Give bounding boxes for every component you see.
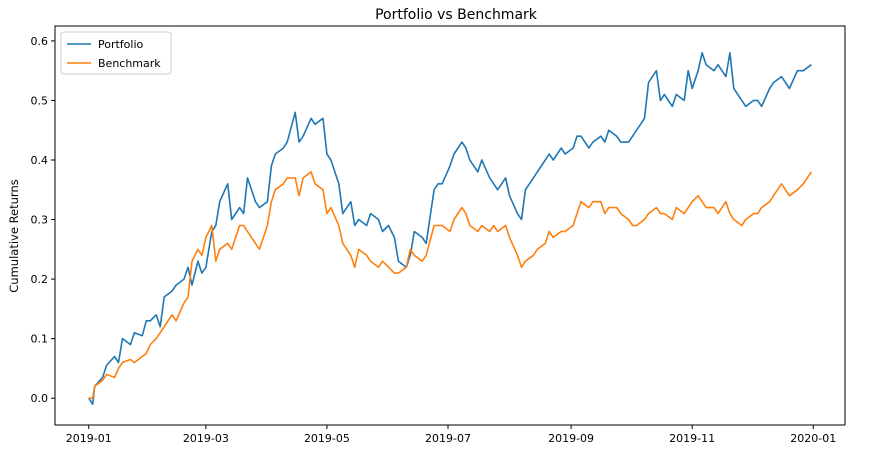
legend-label-portfolio: Portfolio — [98, 38, 144, 51]
x-tick-label: 2019-01 — [66, 432, 112, 445]
legend: Portfolio Benchmark — [60, 31, 172, 75]
y-tick-label: 0.2 — [31, 273, 49, 286]
series-lines — [88, 52, 812, 405]
y-tick-label: 0.1 — [31, 333, 49, 346]
y-axis-label: Cumulative Returns — [7, 179, 21, 292]
y-tick-label: 0.6 — [31, 35, 49, 48]
legend-label-benchmark: Benchmark — [98, 57, 161, 70]
y-tick-label: 0.4 — [31, 154, 49, 167]
x-axis: 2019-01 2019-03 2019-05 2019-07 2019-09 2019-… — [66, 425, 836, 445]
x-tick-label: 2019-07 — [425, 432, 471, 445]
chart-title: Portfolio vs Benchmark — [375, 7, 538, 23]
y-tick-label: 0.3 — [31, 214, 49, 227]
y-tick-label: 0.0 — [31, 392, 49, 405]
plot-frame — [54, 25, 846, 426]
x-tick-label: 2020-01 — [790, 432, 836, 445]
y-axis: 0.0 0.1 0.2 0.3 0.4 0.5 0.6 — [31, 35, 55, 405]
x-tick-label: 2019-03 — [183, 432, 229, 445]
x-tick-label: 2019-05 — [304, 432, 350, 445]
series-line-benchmark — [88, 171, 812, 399]
y-tick-label: 0.5 — [31, 94, 49, 107]
series-line-portfolio — [88, 52, 812, 405]
x-tick-label: 2019-11 — [669, 432, 715, 445]
x-tick-label: 2019-09 — [548, 432, 594, 445]
